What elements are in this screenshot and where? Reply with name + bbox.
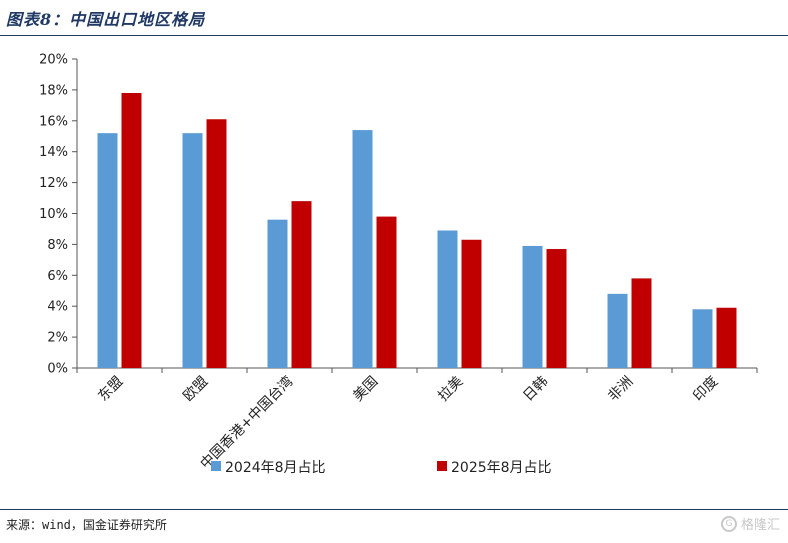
bar-series-2025 bbox=[546, 249, 567, 368]
bar-series-2024 bbox=[607, 293, 628, 368]
category-label: 欧盟 bbox=[180, 374, 211, 405]
y-axis: 0% 2% 4% 6% 8% 10% 12% 14% 16% 18% 20% bbox=[39, 53, 78, 377]
y-tick-label: 12% bbox=[39, 176, 68, 191]
bar-series-2025 bbox=[206, 119, 227, 368]
category-label: 东盟 bbox=[95, 374, 126, 405]
bar-series-2024 bbox=[352, 130, 373, 368]
bar-series-2025 bbox=[631, 278, 652, 368]
bar-series-2024 bbox=[692, 309, 713, 368]
y-tick-label: 6% bbox=[47, 269, 68, 284]
y-tick-label: 18% bbox=[39, 83, 68, 98]
legend-swatch bbox=[211, 461, 221, 471]
bar-series-2024 bbox=[267, 219, 288, 368]
bar-series-2024 bbox=[97, 133, 118, 368]
watermark-text: 格隆汇 bbox=[740, 518, 780, 533]
bar-series-2025 bbox=[461, 239, 482, 368]
bar-series-2024 bbox=[437, 230, 458, 368]
category-label: 印度 bbox=[690, 374, 721, 405]
y-tick-label: 16% bbox=[39, 114, 68, 129]
footer-rule bbox=[0, 509, 788, 510]
legend-label: 2025年8月占比 bbox=[451, 460, 552, 476]
category-label: 美国 bbox=[350, 374, 381, 405]
category-label: 拉美 bbox=[435, 374, 466, 405]
x-axis bbox=[76, 367, 758, 373]
figure-title: 图表8：中国出口地区格局 bbox=[6, 10, 206, 29]
bar-series-2025 bbox=[376, 216, 397, 368]
legend-label: 2024年8月占比 bbox=[225, 460, 326, 476]
bar-series-2025 bbox=[716, 307, 737, 368]
bar-series-2024 bbox=[182, 133, 203, 368]
y-tick-label: 2% bbox=[47, 331, 68, 346]
legend-swatch bbox=[437, 461, 447, 471]
legend: 2024年8月占比 2025年8月占比 bbox=[211, 460, 552, 476]
y-tick-label: 14% bbox=[39, 145, 68, 160]
title-rule bbox=[0, 35, 788, 36]
y-tick-label: 0% bbox=[47, 362, 68, 377]
y-tick-label: 20% bbox=[39, 53, 68, 68]
y-tick-label: 10% bbox=[39, 207, 68, 222]
category-label: 非洲 bbox=[605, 374, 636, 405]
watermark-logo-icon: G bbox=[720, 515, 737, 532]
category-label: 中国香港+中国台湾 bbox=[197, 373, 297, 473]
y-tick-label: 4% bbox=[47, 300, 68, 315]
bars-group bbox=[97, 92, 737, 369]
bar-series-2025 bbox=[291, 201, 312, 368]
watermark: G 格隆汇 bbox=[720, 514, 780, 533]
bar-series-2024 bbox=[522, 245, 543, 368]
bar-series-2025 bbox=[121, 92, 142, 369]
y-tick-label: 8% bbox=[47, 238, 68, 253]
source-note: 来源：wind，国金证券研究所 bbox=[6, 518, 167, 532]
category-label: 日韩 bbox=[520, 374, 551, 405]
bar-chart: 0% 2% 4% 6% 8% 10% 12% 14% 16% 18% 20% 东盟 欧盟中国香港+中国… bbox=[39, 53, 758, 476]
